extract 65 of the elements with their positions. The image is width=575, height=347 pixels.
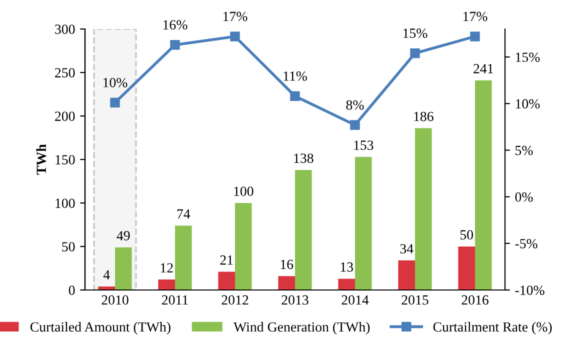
y-tick-label: 250 xyxy=(55,68,75,78)
legend-label: Wind Generation (TWh) xyxy=(234,322,370,334)
x-tick-label: 2013 xyxy=(282,295,308,305)
data-label: 8% xyxy=(346,100,364,110)
x-tick-label: 2012 xyxy=(222,295,248,305)
data-label: 74 xyxy=(177,209,190,218)
point xyxy=(470,32,480,42)
point xyxy=(110,98,120,108)
y2-tick-label: -5% xyxy=(515,238,538,248)
y-tick-label: 150 xyxy=(56,155,75,164)
data-label: 100 xyxy=(234,186,254,196)
y-tick-label: 50 xyxy=(62,242,75,252)
data-label: 241 xyxy=(474,64,493,74)
bar xyxy=(398,260,415,290)
data-label: 11% xyxy=(284,71,307,81)
bar xyxy=(235,203,252,290)
y2-tick-label: 0% xyxy=(515,192,533,202)
data-label: 10% xyxy=(103,78,128,88)
data-label: 138 xyxy=(294,154,314,163)
point xyxy=(410,48,420,58)
data-label: 12 xyxy=(160,263,173,272)
y-axis-title: TWh xyxy=(36,144,46,175)
y-tick-label: 100 xyxy=(56,198,75,208)
data-label: 4 xyxy=(103,270,110,280)
bar xyxy=(175,226,192,290)
data-label: 49 xyxy=(116,231,130,240)
data-label: 16% xyxy=(163,20,188,30)
x-tick-label: 2015 xyxy=(402,295,428,305)
y2-tick-label: 5% xyxy=(516,146,533,156)
point xyxy=(230,32,240,42)
point xyxy=(170,40,180,50)
data-label: 13 xyxy=(340,262,353,272)
data-label: 34 xyxy=(400,244,414,254)
data-label: 17% xyxy=(463,12,488,22)
data-label: 50 xyxy=(460,230,474,240)
bar xyxy=(218,272,235,290)
bar xyxy=(475,80,492,290)
data-label: 153 xyxy=(354,140,374,150)
bar xyxy=(115,247,132,290)
bar xyxy=(338,278,355,290)
point xyxy=(290,91,300,101)
y2-tick-label: 10% xyxy=(516,99,540,109)
data-label: 16 xyxy=(280,260,294,270)
x-tick-label: 2010 xyxy=(102,295,128,305)
bar xyxy=(355,156,372,290)
data-label: 21 xyxy=(220,255,233,265)
data-label: 15% xyxy=(403,28,428,38)
y-tick-label: 300 xyxy=(55,24,75,34)
bar xyxy=(415,128,432,290)
legend-label: Curtailment Rate (%) xyxy=(433,322,552,334)
x-tick-label: 2016 xyxy=(462,295,488,305)
point xyxy=(350,120,360,130)
legend-label: Curtailed Amount (TWh) xyxy=(30,322,170,334)
bar xyxy=(158,280,175,290)
bar xyxy=(278,276,295,290)
y2-tick-label: 15% xyxy=(516,52,540,62)
y-tick-label: 0 xyxy=(68,286,75,295)
x-tick-label: 2014 xyxy=(342,295,369,305)
data-label: 186 xyxy=(414,112,434,122)
x-tick-label: 2011 xyxy=(162,295,188,305)
y-tick-label: 200 xyxy=(55,112,75,121)
bar xyxy=(295,170,312,290)
bar xyxy=(458,246,475,290)
y2-tick-label: -10% xyxy=(515,286,544,295)
data-label: 17% xyxy=(223,12,248,22)
